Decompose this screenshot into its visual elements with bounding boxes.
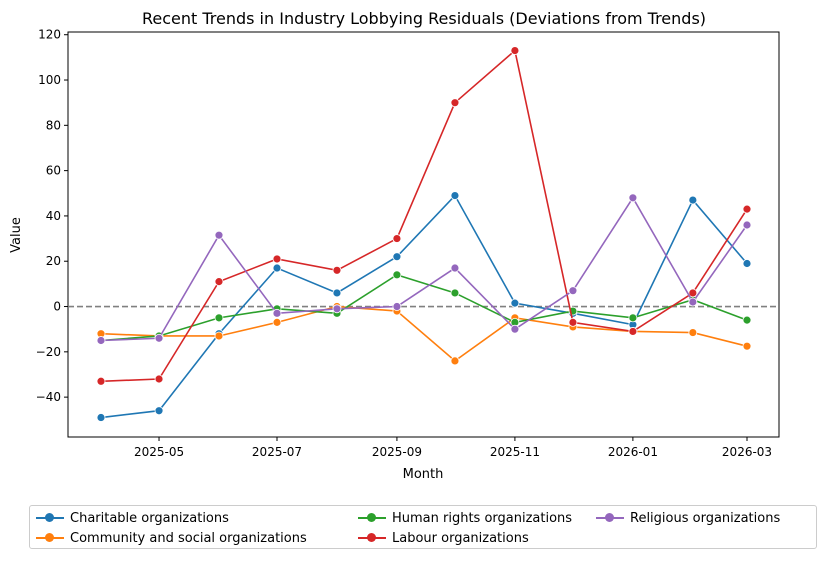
data-point — [628, 313, 638, 323]
legend-label: Labour organizations — [392, 530, 529, 546]
legend-label: Human rights organizations — [392, 510, 573, 526]
data-point — [272, 254, 282, 264]
y-tick-label: 20 — [46, 254, 61, 268]
data-point — [154, 406, 164, 416]
data-point — [688, 195, 698, 205]
x-tick-label: 2025-05 — [134, 445, 184, 459]
y-tick-label: 60 — [46, 164, 61, 178]
data-point — [450, 288, 460, 298]
data-point — [450, 191, 460, 200]
data-point — [214, 331, 224, 341]
x-tick-label: 2025-11 — [490, 445, 540, 459]
data-point — [272, 263, 282, 273]
data-point — [332, 265, 342, 275]
legend-label: Charitable organizations — [70, 510, 229, 526]
x-axis-label: Month — [403, 467, 444, 482]
data-point — [628, 327, 638, 336]
data-point — [688, 297, 698, 307]
data-point — [450, 98, 460, 108]
y-tick-label: 40 — [46, 209, 61, 223]
data-point — [568, 317, 578, 327]
legend-label: Community and social organizations — [70, 530, 307, 546]
data-point — [510, 298, 520, 308]
data-point — [450, 356, 460, 366]
data-point — [392, 252, 402, 262]
legend-swatch — [36, 533, 64, 542]
data-point — [392, 270, 402, 280]
data-point — [272, 308, 282, 318]
legend-swatch — [596, 513, 624, 522]
x-tick-label: 2025-09 — [372, 445, 422, 459]
x-tick-label: 2025-07 — [252, 445, 302, 459]
data-point — [96, 376, 106, 386]
y-tick-label: 80 — [46, 118, 61, 132]
data-point — [332, 304, 342, 314]
y-tick-label: 0 — [53, 300, 61, 314]
y-tick-label: 100 — [38, 73, 61, 87]
data-point — [392, 302, 402, 311]
data-point — [742, 341, 752, 351]
legend-swatch — [358, 513, 386, 522]
data-point — [332, 288, 342, 298]
data-point — [214, 277, 224, 287]
data-point — [742, 259, 752, 268]
legend-item: Charitable organizations — [36, 509, 229, 527]
legend-item: Religious organizations — [596, 509, 780, 527]
y-tick-label: −40 — [36, 390, 61, 404]
data-point — [688, 328, 698, 337]
legend: Charitable organizations Community and so… — [29, 505, 817, 549]
data-point — [742, 220, 752, 230]
data-point — [214, 313, 224, 323]
data-point — [154, 374, 164, 384]
legend-item: Community and social organizations — [36, 529, 307, 547]
plot-frame — [67, 31, 780, 438]
series-line — [100, 196, 748, 342]
legend-label: Religious organizations — [630, 510, 781, 526]
data-point — [272, 317, 282, 327]
data-point — [450, 263, 460, 273]
line-chart: Recent Trends in Industry Lobbying Resid… — [9, 9, 780, 482]
data-point — [688, 288, 698, 298]
data-point — [96, 336, 106, 345]
data-point — [510, 46, 520, 55]
legend-item: Labour organizations — [358, 529, 529, 547]
data-point — [96, 413, 106, 422]
y-tick-label: −20 — [36, 345, 61, 359]
legend-swatch — [358, 533, 386, 542]
legend-swatch — [36, 513, 64, 522]
data-point — [742, 204, 752, 214]
x-tick-label: 2026-01 — [608, 445, 658, 459]
y-axis-label: Value — [9, 217, 24, 253]
series-line — [100, 194, 748, 419]
legend-item: Human rights organizations — [358, 509, 572, 527]
data-point — [154, 333, 164, 343]
chart-title: Recent Trends in Industry Lobbying Resid… — [142, 9, 706, 28]
x-tick-label: 2026-03 — [722, 445, 772, 459]
data-point — [510, 324, 520, 334]
data-point — [568, 286, 578, 296]
data-point — [392, 234, 402, 243]
data-point — [742, 315, 752, 325]
y-tick-label: 120 — [38, 28, 61, 42]
series-line — [100, 305, 748, 362]
series-line — [100, 49, 748, 383]
data-point — [214, 230, 224, 240]
series-line — [100, 273, 748, 342]
data-point — [628, 193, 638, 203]
